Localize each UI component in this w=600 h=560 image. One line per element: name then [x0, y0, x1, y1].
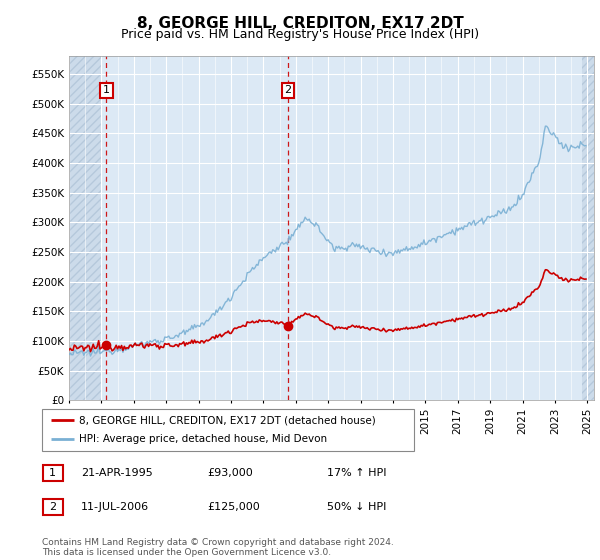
Text: 2: 2 [284, 86, 292, 95]
Text: 8, GEORGE HILL, CREDITON, EX17 2DT: 8, GEORGE HILL, CREDITON, EX17 2DT [137, 16, 463, 31]
Bar [582, 56, 594, 400]
Text: 17% ↑ HPI: 17% ↑ HPI [327, 468, 386, 478]
Bar [69, 56, 101, 400]
Text: £125,000: £125,000 [207, 502, 260, 512]
Text: 50% ↓ HPI: 50% ↓ HPI [327, 502, 386, 512]
FancyBboxPatch shape [43, 465, 62, 481]
Text: 11-JUL-2006: 11-JUL-2006 [81, 502, 149, 512]
Text: HPI: Average price, detached house, Mid Devon: HPI: Average price, detached house, Mid … [79, 435, 328, 445]
FancyBboxPatch shape [43, 499, 62, 515]
Text: 1: 1 [49, 468, 56, 478]
Text: 2: 2 [49, 502, 56, 512]
Text: Contains HM Land Registry data © Crown copyright and database right 2024.
This d: Contains HM Land Registry data © Crown c… [42, 538, 394, 557]
Text: 8, GEORGE HILL, CREDITON, EX17 2DT (detached house): 8, GEORGE HILL, CREDITON, EX17 2DT (deta… [79, 415, 376, 425]
FancyBboxPatch shape [42, 409, 414, 451]
Text: 1: 1 [103, 86, 110, 95]
Text: 21-APR-1995: 21-APR-1995 [81, 468, 153, 478]
Text: £93,000: £93,000 [207, 468, 253, 478]
Text: Price paid vs. HM Land Registry's House Price Index (HPI): Price paid vs. HM Land Registry's House … [121, 28, 479, 41]
